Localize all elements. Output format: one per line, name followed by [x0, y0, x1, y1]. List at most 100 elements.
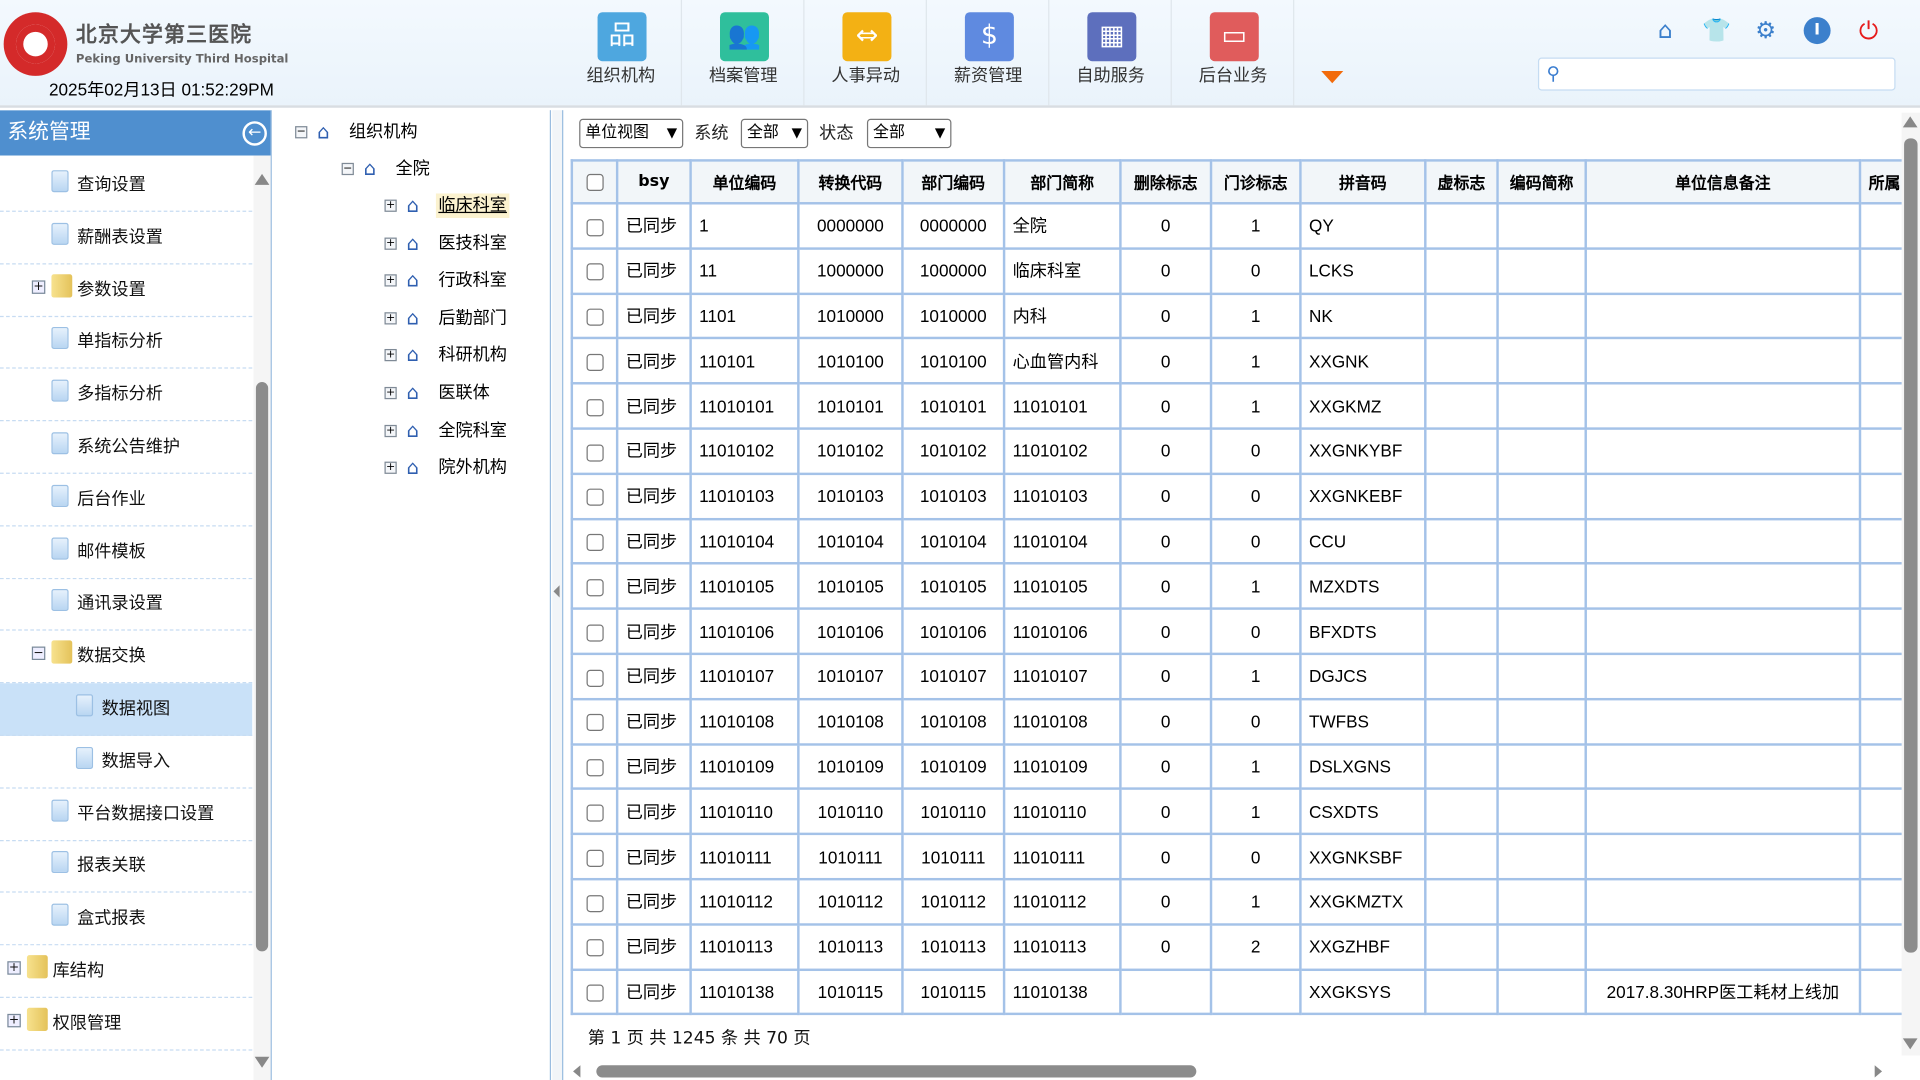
scroll-down-icon[interactable]	[1902, 1038, 1918, 1050]
row-checkbox[interactable]	[585, 534, 604, 552]
column-header[interactable]: 部门编码	[901, 159, 1006, 205]
row-checkbox[interactable]	[585, 894, 604, 912]
expand-icon[interactable]: +	[384, 199, 397, 212]
table-row[interactable]: 已同步 11010104 1010104 1010104 11010104 0 0 CCU	[570, 517, 1911, 565]
row-checkbox[interactable]	[585, 759, 604, 777]
row-checkbox[interactable]	[585, 488, 604, 507]
nav-monitor[interactable]: ▭ 后台业务	[1172, 0, 1295, 106]
table-row[interactable]: 已同步 11010107 1010107 1010107 11010107 0 1 DGJCS	[570, 652, 1911, 701]
nav-org-chart[interactable]: 品组织机构	[560, 0, 683, 106]
scroll-up-icon[interactable]	[1902, 116, 1918, 128]
expand-icon[interactable]: +	[384, 461, 397, 475]
collapse-icon[interactable]: −	[295, 126, 308, 139]
sidebar-item[interactable]: + 参数设置	[0, 264, 253, 317]
scroll-down-icon[interactable]	[254, 1056, 270, 1068]
table-row[interactable]: 已同步 11010109 1010109 1010109 11010109 0 1 DSLXG…	[570, 742, 1911, 791]
scroll-left-icon[interactable]	[573, 1065, 581, 1078]
row-checkbox[interactable]	[585, 579, 604, 597]
table-row[interactable]: 已同步 11010111 1010111 1010111 11010111 0 0 XXGNK…	[570, 832, 1911, 881]
row-checkbox[interactable]	[585, 443, 604, 462]
column-header[interactable]: 编码简称	[1496, 159, 1587, 205]
table-row[interactable]: 已同步 11010138 1010115 1010115 11010138 XXGKSYS…	[570, 968, 1911, 1016]
sidebar-item[interactable]: 薪酬表设置	[0, 212, 253, 265]
expand-icon[interactable]: +	[384, 386, 397, 400]
sidebar-item[interactable]: 盒式报表	[0, 893, 253, 946]
sidebar-item[interactable]: 后台作业	[0, 474, 253, 527]
row-checkbox[interactable]	[585, 624, 604, 642]
sidebar-item[interactable]: 平台数据接口设置	[0, 788, 253, 841]
row-checkbox[interactable]	[585, 398, 604, 417]
sidebar-item[interactable]: 查询设置	[0, 159, 253, 212]
scroll-right-icon[interactable]	[1874, 1065, 1883, 1078]
expand-icon[interactable]: +	[7, 1013, 21, 1028]
table-row[interactable]: 已同步 11010106 1010106 1010106 11010106 0 0 BFXDT…	[570, 607, 1911, 656]
column-header[interactable]: 拼音码	[1299, 159, 1427, 205]
sidebar-scroll-thumb[interactable]	[255, 382, 269, 952]
column-header[interactable]: 虚标志	[1424, 159, 1499, 205]
shirt-icon[interactable]: 👕	[1702, 17, 1732, 45]
more-dropdown-icon[interactable]	[1321, 71, 1344, 84]
select-all-checkbox[interactable]	[585, 173, 604, 191]
power-icon[interactable]: ⏻	[1858, 15, 1879, 46]
sidebar-item[interactable]: 邮件模板	[0, 526, 253, 579]
collapse-sidebar-icon[interactable]: ←	[242, 121, 267, 146]
row-checkbox[interactable]	[585, 849, 604, 867]
home-icon[interactable]: ⌂	[1657, 17, 1673, 45]
sidebar-item[interactable]: 报表关联	[0, 840, 253, 894]
row-checkbox[interactable]	[585, 804, 604, 822]
column-header[interactable]: 单位编码	[689, 159, 800, 205]
row-checkbox[interactable]	[585, 714, 604, 732]
sidebar-item[interactable]: + 权限管理	[0, 998, 253, 1051]
table-row[interactable]: 已同步 11010108 1010108 1010108 11010108 0 0 TWFBS	[570, 697, 1911, 746]
expand-icon[interactable]: +	[384, 237, 397, 250]
collapse-icon[interactable]: −	[341, 162, 354, 176]
search-input[interactable]: ⚲	[1537, 57, 1896, 91]
table-row[interactable]: 已同步 11010110 1010110 1010110 11010110 0 1 CSXDT…	[570, 787, 1911, 836]
nav-transfer[interactable]: ⇔ 人事异动	[804, 0, 927, 106]
nav-window[interactable]: ▦ 自助服务	[1049, 0, 1172, 106]
column-header[interactable]: 删除标志	[1119, 159, 1213, 205]
sidebar-item[interactable]: 数据导入	[0, 736, 253, 789]
sidebar-item[interactable]: 单指标分析	[0, 316, 253, 370]
table-row[interactable]: 已同步 1101 1010000 1010000 内科 0 1 NK	[570, 292, 1911, 340]
table-row[interactable]: 已同步 11010101 1010101 1010101 11010101 0 1 XXGKM…	[570, 382, 1911, 430]
column-header[interactable]: 门诊标志	[1209, 159, 1302, 205]
expand-icon[interactable]: +	[7, 961, 21, 975]
info-icon[interactable]: I	[1803, 17, 1831, 45]
system-select[interactable]: 全部 ▼	[740, 118, 809, 149]
sidebar-item[interactable]: + 库结构	[0, 945, 253, 998]
sidebar-item[interactable]: − 数据交换	[0, 631, 253, 684]
view-select[interactable]: 单位视图 ▼	[579, 118, 684, 149]
horizontal-scroll-thumb[interactable]	[596, 1065, 1197, 1078]
column-header[interactable]: 单位信息备注	[1584, 159, 1862, 205]
table-row[interactable]: 已同步 11010103 1010103 1010103 11010103 0 0 XXGNK…	[570, 472, 1911, 520]
splitter[interactable]	[552, 110, 564, 1080]
column-header[interactable]: bsy	[615, 159, 692, 205]
column-header[interactable]: 转换代码	[797, 159, 904, 205]
sidebar-item[interactable]: 数据视图	[0, 683, 253, 736]
table-row[interactable]: 已同步 1 0000000 0000000 全院 0 1 QY	[570, 202, 1911, 250]
sidebar-item[interactable]: 多指标分析	[0, 369, 253, 422]
sidebar-item[interactable]: 通讯录设置	[0, 578, 253, 632]
status-select[interactable]: 全部 ▼	[866, 118, 952, 149]
gear-icon[interactable]: ⚙	[1755, 17, 1777, 45]
row-checkbox[interactable]	[585, 353, 604, 371]
table-row[interactable]: 已同步 110101 1010100 1010100 心血管内科 0 1 XXGNK	[570, 337, 1911, 385]
scroll-up-icon[interactable]	[254, 173, 270, 185]
expand-icon[interactable]: +	[384, 424, 397, 437]
row-checkbox[interactable]	[585, 984, 604, 1002]
nav-people[interactable]: 👥 档案管理	[682, 0, 805, 106]
collapse-icon[interactable]: −	[31, 646, 46, 661]
row-checkbox[interactable]	[585, 263, 604, 281]
vertical-scroll-thumb[interactable]	[1904, 138, 1918, 953]
row-checkbox[interactable]	[585, 308, 604, 326]
sidebar-item[interactable]: 系统公告维护	[0, 421, 253, 474]
table-row[interactable]: 已同步 11010105 1010105 1010105 11010105 0 1 MZXDT…	[570, 562, 1911, 610]
row-checkbox[interactable]	[585, 939, 604, 957]
table-row[interactable]: 已同步 11010113 1010113 1010113 11010113 0 2 XXGZH…	[570, 922, 1911, 971]
expand-icon[interactable]: +	[384, 274, 397, 287]
nav-money[interactable]: $ 薪资管理	[927, 0, 1050, 106]
table-row[interactable]: 已同步 11 1000000 1000000 临床科室 0 0 LCKS	[570, 247, 1911, 295]
expand-icon[interactable]: +	[31, 279, 46, 294]
row-checkbox[interactable]	[585, 669, 604, 687]
